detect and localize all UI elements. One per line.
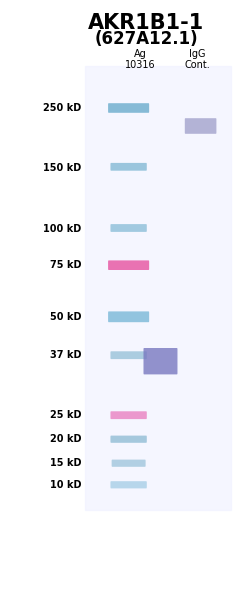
Text: 15 kD: 15 kD [50, 458, 81, 468]
FancyBboxPatch shape [110, 436, 147, 443]
Text: IgG
Cont.: IgG Cont. [184, 49, 210, 70]
Text: 10 kD: 10 kD [50, 480, 81, 490]
FancyBboxPatch shape [110, 163, 147, 170]
Text: (627A12.1): (627A12.1) [94, 30, 198, 48]
Text: 150 kD: 150 kD [43, 163, 81, 173]
FancyBboxPatch shape [110, 351, 147, 359]
FancyBboxPatch shape [110, 224, 147, 232]
FancyBboxPatch shape [143, 348, 177, 374]
Bar [85, 66, 231, 510]
FancyBboxPatch shape [185, 118, 216, 134]
FancyBboxPatch shape [108, 260, 149, 270]
Text: Ag
10316: Ag 10316 [125, 49, 156, 70]
FancyBboxPatch shape [110, 481, 147, 488]
Text: 20 kD: 20 kD [50, 434, 81, 444]
Text: 37 kD: 37 kD [50, 350, 81, 360]
Text: 250 kD: 250 kD [43, 103, 81, 113]
FancyBboxPatch shape [112, 460, 146, 467]
Text: 50 kD: 50 kD [50, 312, 81, 322]
FancyBboxPatch shape [110, 412, 147, 419]
Text: 75 kD: 75 kD [50, 260, 81, 270]
Text: 100 kD: 100 kD [43, 224, 81, 234]
FancyBboxPatch shape [108, 103, 149, 113]
Text: AKR1B1-1: AKR1B1-1 [88, 13, 204, 33]
Text: 25 kD: 25 kD [50, 410, 81, 420]
FancyBboxPatch shape [108, 311, 149, 322]
